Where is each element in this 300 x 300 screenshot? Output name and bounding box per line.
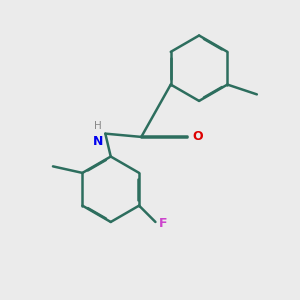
Text: O: O [192, 130, 202, 143]
Text: H: H [94, 121, 101, 131]
Text: F: F [159, 217, 167, 230]
Text: N: N [93, 135, 104, 148]
